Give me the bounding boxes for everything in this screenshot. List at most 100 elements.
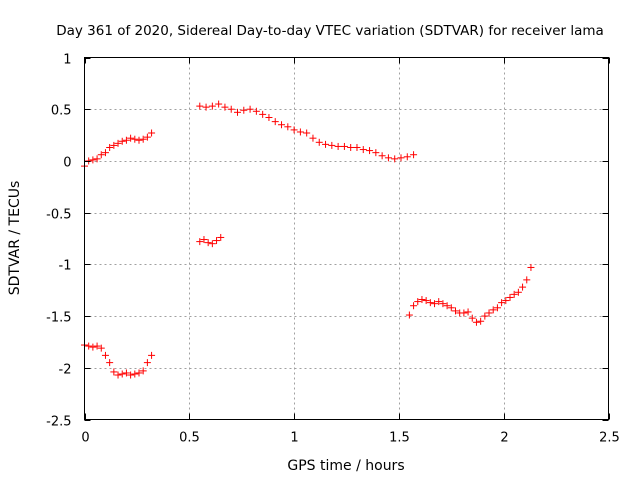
data-points <box>81 100 535 379</box>
x-tick-label: 0.5 <box>179 431 200 446</box>
data-point <box>378 152 386 160</box>
data-point <box>481 312 489 320</box>
y-tick-label: -1 <box>59 259 72 274</box>
data-point <box>234 108 242 116</box>
data-point <box>265 113 273 121</box>
data-point <box>196 102 204 110</box>
data-point <box>240 106 248 114</box>
series-segment-c <box>196 233 225 248</box>
data-point <box>135 369 143 377</box>
data-point <box>118 137 126 145</box>
data-point <box>89 156 97 164</box>
data-point <box>196 238 204 246</box>
data-point <box>143 133 151 141</box>
series-segment-d <box>81 341 156 379</box>
data-point <box>447 304 455 312</box>
data-point <box>148 351 156 359</box>
data-point <box>451 307 459 315</box>
data-point <box>213 237 221 245</box>
data-point <box>366 147 374 155</box>
data-point <box>405 311 413 319</box>
data-point <box>426 299 434 307</box>
y-tick-labels: 1 0.5 0 -0.5 -1 -1.5 -2 -2.5 <box>46 53 71 430</box>
series-segment-a <box>81 129 156 170</box>
data-point <box>391 155 399 163</box>
data-point <box>89 343 97 351</box>
data-point <box>106 359 114 367</box>
data-point <box>127 134 135 142</box>
data-point <box>464 308 472 316</box>
data-point <box>85 342 93 350</box>
data-point <box>477 317 485 325</box>
data-point <box>309 134 317 142</box>
data-point <box>271 118 279 126</box>
data-point <box>97 151 105 159</box>
data-point <box>215 100 223 108</box>
data-point <box>468 314 476 322</box>
series-segment-e <box>405 263 535 326</box>
x-axis-label: GPS time / hours <box>287 458 404 474</box>
data-point <box>110 368 118 376</box>
data-point <box>208 240 216 248</box>
data-point <box>493 304 501 312</box>
data-point <box>252 107 260 115</box>
data-point <box>510 290 518 298</box>
plot-frame <box>84 57 609 420</box>
data-point <box>110 141 118 149</box>
data-point <box>506 293 514 301</box>
data-point <box>114 371 122 379</box>
data-point <box>227 105 235 113</box>
x-tick-label: 0 <box>81 431 89 446</box>
data-point <box>204 239 212 247</box>
data-point <box>489 306 497 314</box>
data-point <box>106 143 114 151</box>
data-point <box>122 136 130 144</box>
data-point <box>148 129 156 137</box>
data-point <box>217 233 225 241</box>
data-point <box>410 302 418 310</box>
data-point <box>485 309 493 317</box>
data-point <box>443 302 451 310</box>
data-point <box>259 110 267 118</box>
data-point <box>527 263 535 271</box>
data-point <box>414 298 422 306</box>
data-point <box>202 103 210 111</box>
data-point <box>85 157 93 165</box>
y-tick-label: -1.5 <box>46 311 71 326</box>
data-point <box>514 288 522 296</box>
data-point <box>278 121 286 129</box>
data-point <box>200 236 208 244</box>
data-point <box>101 149 109 157</box>
chart-title: Day 361 of 2020, Sidereal Day-to-day VTE… <box>56 23 604 39</box>
data-point <box>135 136 143 144</box>
data-point <box>122 369 130 377</box>
data-point <box>397 154 405 162</box>
data-point <box>114 139 122 147</box>
data-point <box>422 297 430 305</box>
data-point <box>431 300 439 308</box>
y-tick-label: -2.5 <box>46 415 71 430</box>
data-point <box>359 146 367 154</box>
data-point <box>139 367 147 375</box>
y-tick-label: -2 <box>59 363 72 378</box>
data-point <box>403 153 411 161</box>
data-point <box>139 135 147 143</box>
data-point <box>303 129 311 137</box>
data-point <box>93 155 101 163</box>
data-point <box>353 143 361 151</box>
grid-lines <box>84 57 609 420</box>
data-point <box>296 128 304 136</box>
data-point <box>284 123 292 131</box>
data-point <box>328 141 336 149</box>
data-point <box>143 359 151 367</box>
x-tick-label: 1 <box>290 431 298 446</box>
data-point <box>435 298 443 306</box>
data-point <box>502 297 510 305</box>
data-point <box>290 126 298 134</box>
data-point <box>246 105 254 113</box>
data-point <box>334 142 342 150</box>
y-tick-label: -0.5 <box>46 208 71 223</box>
data-point <box>93 342 101 350</box>
